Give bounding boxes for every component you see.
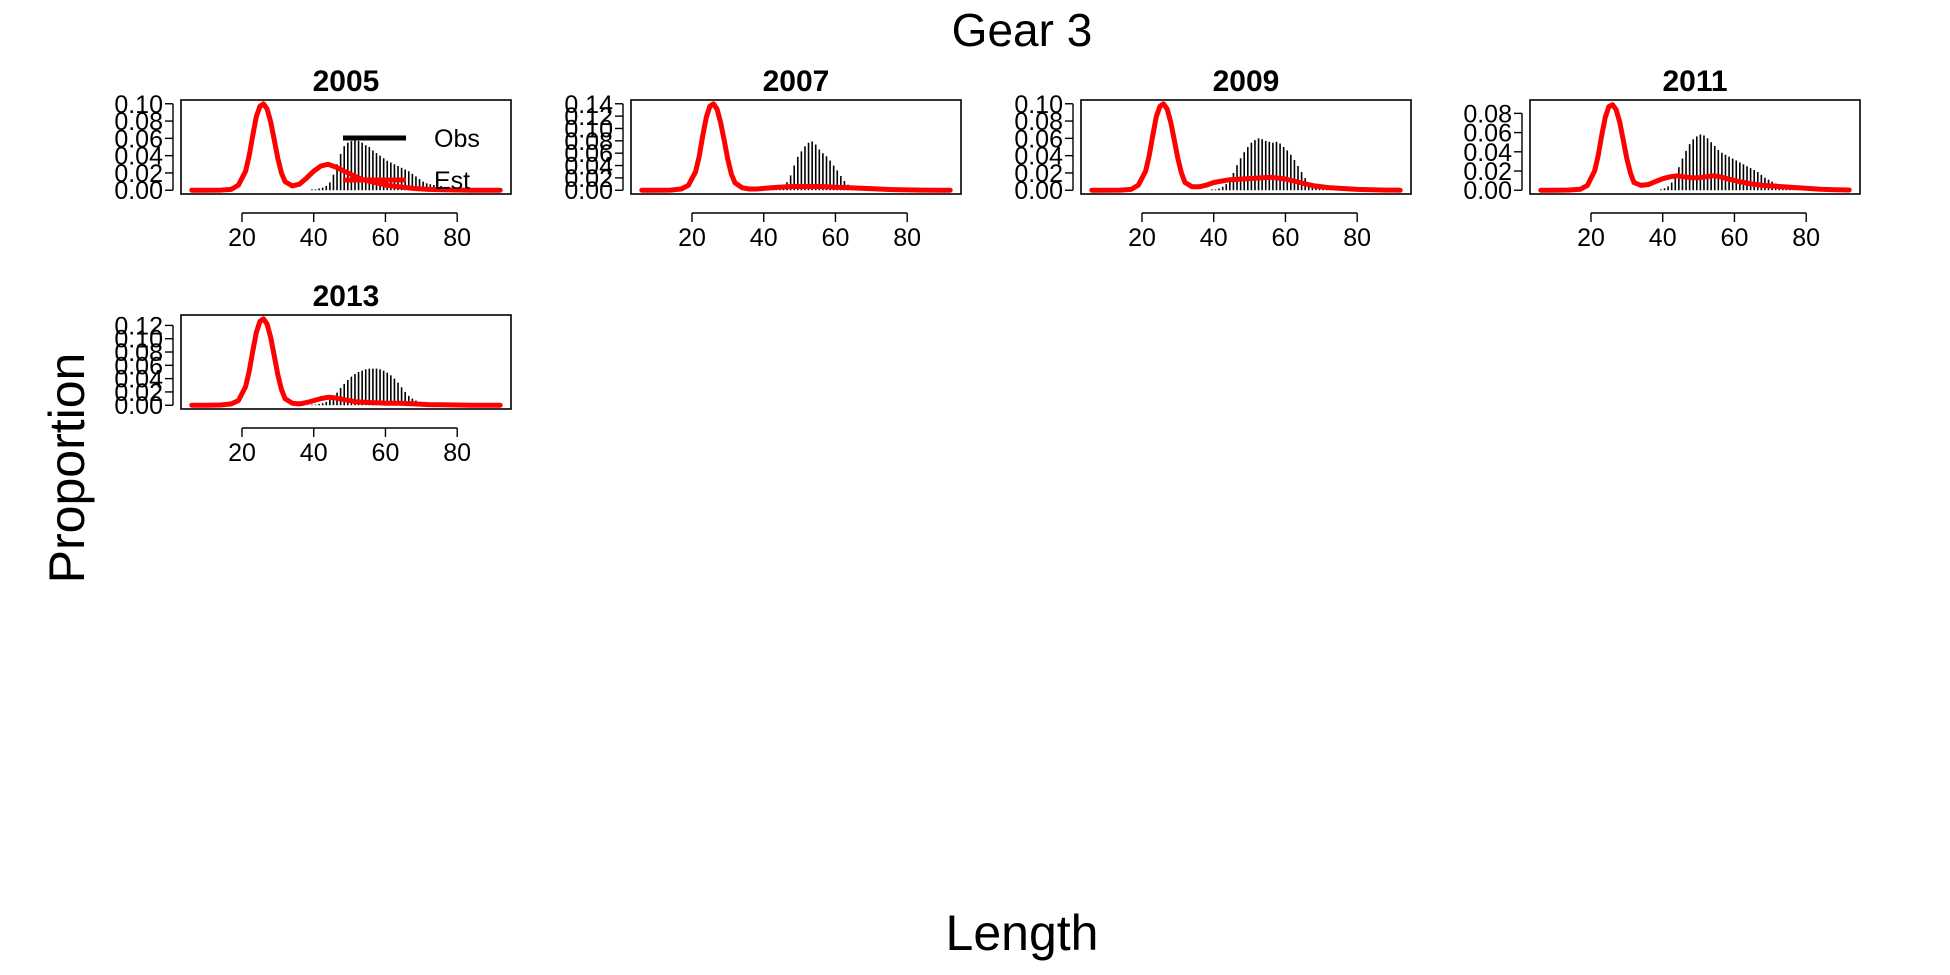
y-tick-label: 0.10 xyxy=(564,115,613,143)
x-tick-label: 60 xyxy=(372,224,400,252)
y-tick-label: 0.08 xyxy=(114,108,163,136)
panel-title: 2011 xyxy=(1662,65,1727,98)
y-tick-label: 0.00 xyxy=(114,177,163,205)
y-tick-label: 0.12 xyxy=(114,312,163,340)
y-tick-label: 0.04 xyxy=(564,153,613,181)
x-tick-label: 20 xyxy=(1577,224,1605,252)
est-line xyxy=(1538,102,1852,193)
obs-bars xyxy=(1660,134,1831,191)
x-tick-label: 20 xyxy=(228,439,256,467)
plot-frame xyxy=(180,99,512,195)
obs-bars xyxy=(1211,138,1357,191)
y-axis: 0.000.020.040.060.08 xyxy=(1463,100,1523,205)
panel-2009: 2009 20 40 60 80 0.000.020.040.060.080.10 xyxy=(1014,65,1412,252)
x-axis: 20 40 60 80 xyxy=(1577,212,1820,252)
x-tick-label: 20 xyxy=(1128,224,1156,252)
est-line xyxy=(189,101,503,193)
panel-2011: 2011 20 40 60 80 0.000.020.040.060.08 xyxy=(1463,65,1861,252)
y-tick-label: 0.04 xyxy=(1463,139,1512,167)
y-tick-label: 0.06 xyxy=(564,140,613,168)
y-tick-label: 0.08 xyxy=(1014,108,1063,136)
x-tick-label: 20 xyxy=(228,224,256,252)
x-axis-title: Length xyxy=(946,905,1099,961)
panel-2007: 2007 20 40 60 80 0.000.020.040.060.080.100.12… xyxy=(564,65,962,252)
y-axis: 0.000.020.040.060.080.10 xyxy=(1014,91,1074,205)
x-tick-label: 40 xyxy=(750,224,778,252)
legend: Obs Est xyxy=(343,125,480,195)
y-tick-label: 0.06 xyxy=(114,125,163,153)
x-tick-label: 80 xyxy=(443,439,471,467)
y-tick-label: 0.02 xyxy=(1463,158,1512,186)
y-tick-label: 0.10 xyxy=(114,91,163,119)
est-line xyxy=(639,101,953,193)
y-tick-label: 0.02 xyxy=(564,165,613,193)
plot-frame xyxy=(180,314,512,410)
x-tick-label: 60 xyxy=(372,439,400,467)
y-tick-label: 0.06 xyxy=(1463,120,1512,148)
figure-title: Gear 3 xyxy=(952,4,1093,56)
x-tick-label: 80 xyxy=(443,224,471,252)
panel-title: 2007 xyxy=(763,65,830,98)
x-tick-label: 60 xyxy=(822,224,850,252)
panel-title: 2005 xyxy=(313,65,380,98)
est-line xyxy=(189,316,503,408)
panel-2013: 2013 20 40 60 80 0.000.020.040.060.080.100.12 xyxy=(114,280,512,467)
y-tick-label: 0.00 xyxy=(1463,177,1512,205)
y-tick-label: 0.06 xyxy=(1014,125,1063,153)
x-axis: 20 40 60 80 xyxy=(1128,212,1371,252)
y-axis: 0.000.020.040.060.080.100.12 xyxy=(114,312,174,420)
x-tick-label: 40 xyxy=(1200,224,1228,252)
plot-frame xyxy=(1080,99,1412,195)
y-tick-label: 0.08 xyxy=(564,128,613,156)
y-tick-label: 0.00 xyxy=(114,392,163,420)
x-axis: 20 40 60 80 xyxy=(228,212,471,252)
panel-title: 2009 xyxy=(1213,65,1280,98)
obs-bars xyxy=(768,141,889,191)
y-tick-label: 0.12 xyxy=(564,103,613,131)
x-tick-label: 80 xyxy=(1792,224,1820,252)
x-tick-label: 60 xyxy=(1272,224,1300,252)
y-tick-label: 0.14 xyxy=(564,91,613,119)
x-axis: 20 40 60 80 xyxy=(678,212,921,252)
y-tick-label: 0.00 xyxy=(1014,177,1063,205)
y-tick-label: 0.00 xyxy=(564,177,613,205)
y-tick-label: 0.04 xyxy=(114,366,163,394)
y-tick-label: 0.08 xyxy=(1463,100,1512,128)
y-tick-label: 0.10 xyxy=(1014,91,1063,119)
y-tick-label: 0.04 xyxy=(1014,143,1063,171)
x-tick-label: 40 xyxy=(300,439,328,467)
plot-frame xyxy=(630,99,962,195)
x-tick-label: 20 xyxy=(678,224,706,252)
x-tick-label: 80 xyxy=(893,224,921,252)
y-tick-label: 0.02 xyxy=(1014,160,1063,188)
y-tick-label: 0.02 xyxy=(114,379,163,407)
plot-frame xyxy=(1529,99,1861,195)
y-axis-title: Proportion xyxy=(39,353,95,584)
est-line xyxy=(1089,101,1403,193)
x-tick-label: 80 xyxy=(1343,224,1371,252)
y-tick-label: 0.02 xyxy=(114,160,163,188)
panel-2005: 2005 20 40 60 80 0.000.020.040.060.080.10 Obs E… xyxy=(114,65,512,252)
legend-label: Est xyxy=(434,167,470,195)
y-tick-label: 0.08 xyxy=(114,339,163,367)
x-tick-label: 40 xyxy=(300,224,328,252)
y-axis: 0.000.020.040.060.080.10 xyxy=(114,91,174,205)
y-tick-label: 0.06 xyxy=(114,352,163,380)
y-tick-label: 0.04 xyxy=(114,143,163,171)
y-tick-label: 0.10 xyxy=(114,326,163,354)
y-axis: 0.000.020.040.060.080.100.120.14 xyxy=(564,91,624,205)
x-tick-label: 60 xyxy=(1721,224,1749,252)
panel-title: 2013 xyxy=(313,280,380,313)
x-axis: 20 40 60 80 xyxy=(228,427,471,467)
x-tick-label: 40 xyxy=(1649,224,1677,252)
legend-label: Obs xyxy=(434,125,480,153)
